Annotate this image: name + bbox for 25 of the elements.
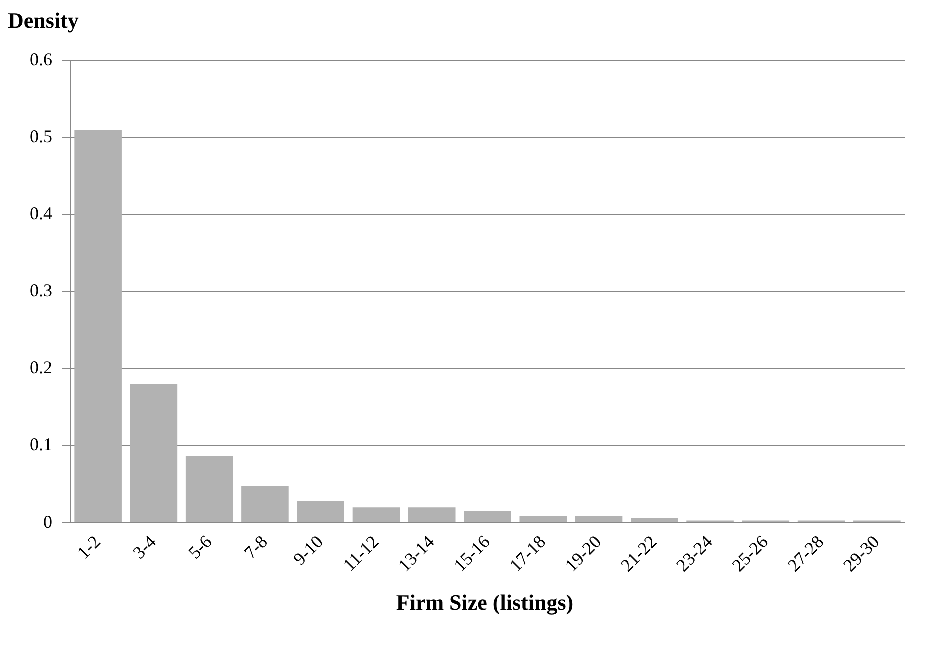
bar: [352, 508, 400, 523]
y-axis-title: Density: [8, 8, 79, 34]
y-tick-label: 0.2: [30, 358, 52, 378]
y-tick-label: 0.3: [30, 280, 52, 301]
bar: [186, 456, 234, 523]
x-tick-label: 3-4: [129, 532, 160, 563]
y-tick-label: 0.6: [30, 50, 52, 70]
x-tick-label: 7-8: [240, 532, 272, 563]
y-tick-label: 0.1: [30, 434, 52, 455]
y-tick-label: 0.4: [30, 204, 52, 224]
y-tick-label: 0: [44, 512, 52, 532]
bar: [130, 384, 178, 523]
bar: [242, 486, 289, 523]
bar: [631, 518, 678, 523]
bar: [74, 130, 122, 523]
bar: [575, 516, 623, 523]
bar: [464, 511, 512, 523]
x-tick-label: 9-10: [290, 532, 328, 570]
x-tick-label: 1-2: [73, 532, 104, 563]
x-axis-title: Firm Size (listings): [395, 590, 575, 616]
bar: [408, 508, 456, 523]
bar: [520, 516, 568, 523]
y-tick-label: 0.5: [30, 126, 52, 147]
bar: [297, 501, 344, 523]
x-tick-label: 5-6: [184, 532, 216, 563]
